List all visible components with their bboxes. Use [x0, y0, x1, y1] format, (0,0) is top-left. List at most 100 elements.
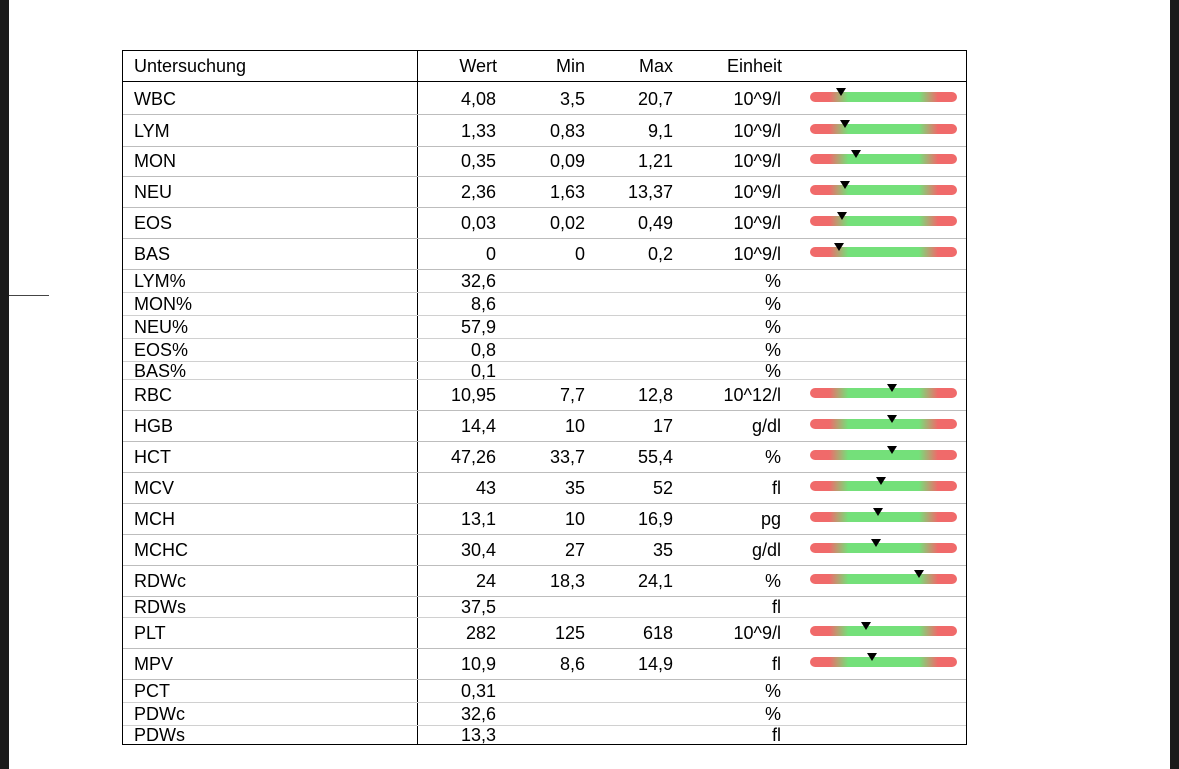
row-unit: 10^9/l: [733, 182, 781, 202]
row-max: 20,7: [637, 89, 673, 109]
row-name: LYM%: [134, 271, 186, 291]
value-marker-icon: [873, 508, 883, 516]
viewer-right-edge: [1170, 0, 1179, 769]
row-wert: 2,36: [460, 182, 496, 202]
table-row: EOS% 0,8%: [123, 339, 966, 362]
row-name: PLT: [134, 623, 166, 643]
row-name: MCHC: [134, 540, 188, 560]
range-indicator-bar: [810, 243, 957, 257]
row-min: 0: [574, 244, 585, 264]
row-name: MON%: [134, 294, 192, 314]
row-unit: 10^9/l: [733, 89, 781, 109]
header-min: Min: [555, 56, 585, 76]
range-indicator-bar: [810, 570, 957, 584]
row-max: 618: [642, 623, 673, 643]
range-indicator-bar: [810, 415, 957, 429]
row-wert: 0: [485, 244, 496, 264]
table-row: EOS 0,03 0,02 0,49 10^9/l: [123, 208, 966, 239]
row-unit: 10^9/l: [733, 244, 781, 264]
table-row: PDWc 32,6%: [123, 703, 966, 726]
row-name: MCH: [134, 509, 175, 529]
row-wert: 24: [475, 571, 496, 591]
range-indicator-bar: [810, 212, 957, 226]
row-unit: fl: [772, 725, 781, 745]
row-min: 3,5: [559, 89, 585, 109]
table-row: LYM% 32,6%: [123, 270, 966, 293]
table-row: BAS 0 0 0,2 10^9/l: [123, 239, 966, 270]
page-margin-rule: [9, 295, 49, 296]
row-name: BAS%: [134, 361, 187, 381]
row-min: 1,63: [549, 182, 585, 202]
row-min: 27: [564, 540, 585, 560]
row-min: 8,6: [559, 654, 585, 674]
row-min: 0,83: [549, 121, 585, 141]
header-untersuchung: Untersuchung: [134, 56, 247, 76]
row-wert: 1,33: [460, 121, 496, 141]
row-min: 10: [564, 509, 585, 529]
row-unit: %: [764, 317, 781, 337]
row-name: PCT: [134, 681, 170, 701]
row-max: 14,9: [637, 654, 673, 674]
row-wert: 32,6: [460, 704, 496, 724]
row-unit: %: [764, 447, 781, 467]
row-unit: fl: [772, 478, 781, 498]
value-marker-icon: [876, 477, 886, 485]
row-wert: 0,35: [460, 151, 496, 171]
value-marker-icon: [887, 384, 897, 392]
table-header: Untersuchung Wert Min Max Einheit: [123, 51, 966, 82]
row-unit: g/dl: [751, 416, 781, 436]
row-wert: 0,1: [470, 361, 496, 381]
row-max: 13,37: [627, 182, 673, 202]
row-unit: %: [764, 294, 781, 314]
row-name: PDWc: [134, 704, 185, 724]
table-row: MON% 8,6%: [123, 293, 966, 316]
row-wert: 43: [475, 478, 496, 498]
row-wert: 282: [465, 623, 496, 643]
row-max: 9,1: [647, 121, 673, 141]
header-wert: Wert: [459, 56, 497, 76]
row-unit: g/dl: [751, 540, 781, 560]
table-row: MCH 13,1 10 16,9 pg: [123, 504, 966, 535]
row-name: EOS%: [134, 340, 189, 360]
row-min: 125: [554, 623, 585, 643]
row-wert: 13,1: [460, 509, 496, 529]
range-indicator-bar: [810, 653, 957, 667]
row-name: HGB: [134, 416, 174, 436]
row-unit: %: [764, 681, 781, 701]
row-max: 0,49: [637, 213, 673, 233]
row-max: 12,8: [637, 385, 673, 405]
row-unit: 10^9/l: [733, 623, 781, 643]
value-marker-icon: [840, 120, 850, 128]
row-wert: 10,9: [460, 654, 496, 674]
row-name: NEU%: [134, 317, 189, 337]
table-row: PDWs 13,3 fl: [123, 726, 966, 745]
value-marker-icon: [834, 243, 844, 251]
range-indicator-bar: [810, 181, 957, 195]
row-name: MPV: [134, 654, 174, 674]
row-wert: 8,6: [470, 294, 496, 314]
row-max: 24,1: [637, 571, 673, 591]
table-row: HGB 14,4 10 17 g/dl: [123, 411, 966, 442]
row-unit: 10^9/l: [733, 213, 781, 233]
row-name: RDWc: [134, 571, 186, 591]
row-unit: fl: [772, 597, 781, 617]
table-row: HCT 47,26 33,7 55,4%: [123, 442, 966, 473]
row-max: 0,2: [647, 244, 673, 264]
row-max: 17: [652, 416, 673, 436]
value-marker-icon: [861, 622, 871, 630]
table-row: LYM 1,33 0,83 9,1 10^9/l: [123, 116, 966, 147]
row-unit: 10^12/l: [723, 385, 782, 405]
value-marker-icon: [887, 415, 897, 423]
row-min: 35: [564, 478, 585, 498]
row-unit: fl: [772, 654, 781, 674]
header-max: Max: [638, 56, 673, 76]
table-row: RDWc 24 18,3 24,1%: [123, 566, 966, 597]
range-indicator-bar: [810, 150, 957, 164]
header-einheit: Einheit: [726, 56, 782, 76]
row-name: HCT: [134, 447, 171, 467]
row-wert: 4,08: [460, 89, 496, 109]
value-marker-icon: [887, 446, 897, 454]
row-unit: %: [764, 340, 781, 360]
table-row: WBC 4,08 3,5 20,7 10^9/l: [123, 84, 966, 115]
row-max: 16,9: [637, 509, 673, 529]
